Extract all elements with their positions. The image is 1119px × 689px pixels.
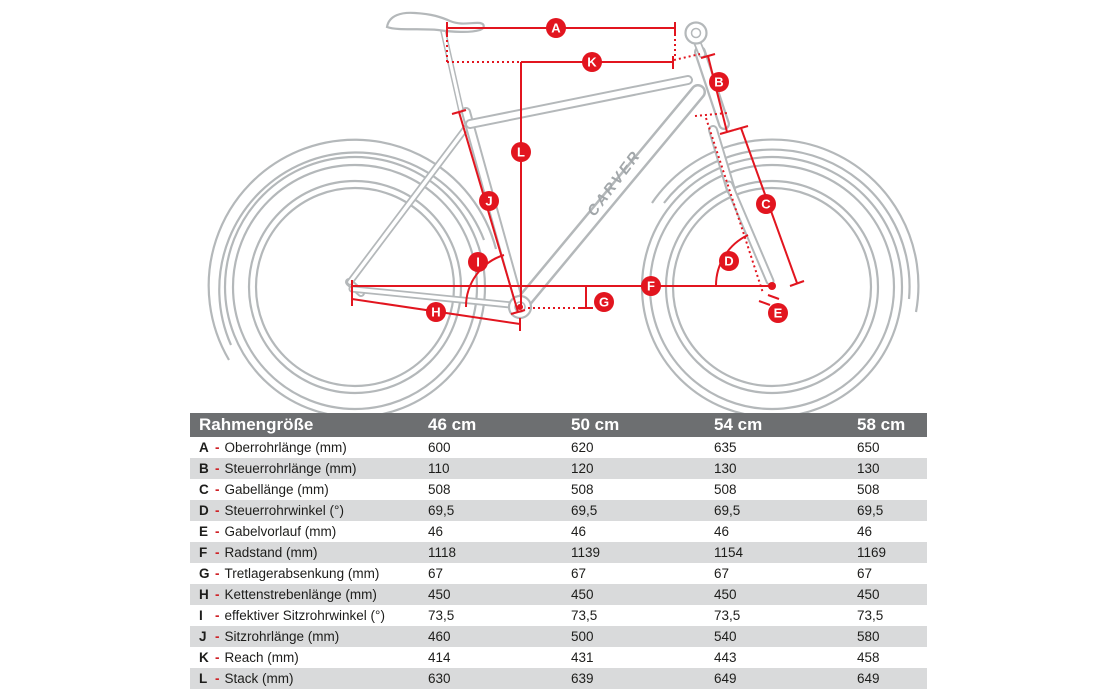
marker-d: D bbox=[719, 251, 739, 271]
angle-arc-i bbox=[464, 254, 505, 308]
marker-l: L bbox=[511, 142, 531, 162]
marker-k: K bbox=[582, 52, 602, 72]
frame bbox=[345, 27, 775, 314]
svg-text:D: D bbox=[724, 254, 733, 269]
table-header-size-54: 54 cm bbox=[714, 415, 763, 434]
measure-line-b bbox=[707, 55, 728, 133]
svg-text:F: F bbox=[647, 279, 655, 294]
svg-text:A: A bbox=[551, 21, 561, 36]
svg-text:H: H bbox=[431, 305, 440, 320]
table-row-f: F - Radstand (mm) 1118 1139 1154 1169 bbox=[190, 542, 927, 563]
steering-axis-dotted bbox=[705, 117, 764, 294]
front-hub-dot bbox=[768, 282, 776, 290]
svg-text:J: J bbox=[485, 194, 492, 209]
svg-text:L: L bbox=[517, 145, 525, 160]
svg-text:I: I bbox=[476, 255, 480, 270]
marker-f: F bbox=[641, 276, 661, 296]
rear-fender bbox=[207, 138, 498, 361]
measurement-dotted-lines bbox=[446, 34, 764, 309]
svg-text:E: E bbox=[774, 306, 783, 321]
measurement-lines bbox=[351, 22, 805, 331]
table-header-size-50: 50 cm bbox=[571, 415, 620, 434]
table-row-j: J - Sitzrohrlänge (mm) 460 500 540 580 bbox=[190, 626, 927, 647]
table-header-size-58: 58 cm bbox=[857, 415, 906, 434]
table-row-k: K - Reach (mm) 414 431 443 458 bbox=[190, 647, 927, 668]
table-header-label: Rahmengröße bbox=[199, 415, 314, 434]
table-row-c: C - Gabellänge (mm) 508 508 508 508 bbox=[190, 479, 927, 500]
brand-logo: CARVER bbox=[584, 147, 645, 220]
measure-line-e bbox=[767, 294, 780, 300]
marker-b: B bbox=[709, 72, 729, 92]
marker-i: I bbox=[468, 252, 488, 272]
marker-a: A bbox=[546, 18, 566, 38]
marker-h: H bbox=[426, 302, 446, 322]
table-body: A - Oberrohrlänge (mm) 600 620 635 650 B - Steu… bbox=[190, 437, 927, 689]
front-fender bbox=[651, 138, 920, 313]
bike-geometry-diagram: CARVER bbox=[207, 11, 920, 413]
table-row-d: D - Steuerrohrwinkel (°) 69,5 69,5 69,5 69,5 bbox=[190, 500, 927, 521]
svg-text:G: G bbox=[599, 295, 609, 310]
marker-e: E bbox=[768, 303, 788, 323]
svg-text:B: B bbox=[714, 75, 723, 90]
table-header-row: Rahmengröße 46 cm 50 cm 54 cm 58 cm bbox=[190, 413, 927, 437]
marker-j: J bbox=[479, 191, 499, 211]
marker-g: G bbox=[594, 292, 614, 312]
table-row-e: E - Gabelvorlauf (mm) 46 46 46 46 bbox=[190, 521, 927, 542]
table-header-size-46: 46 cm bbox=[428, 415, 477, 434]
marker-c: C bbox=[756, 194, 776, 214]
svg-text:K: K bbox=[587, 55, 597, 70]
table-row-l: L - Stack (mm) 630 639 649 649 bbox=[190, 668, 927, 689]
frame-size-table: Rahmengröße 46 cm 50 cm 54 cm 58 cm A - Ob… bbox=[190, 413, 927, 689]
bb-center-dot bbox=[517, 304, 523, 310]
svg-text:C: C bbox=[761, 197, 771, 212]
table-row-i: I - effektiver Sitzrohrwinkel (°) 73,5 73,5… bbox=[190, 605, 927, 626]
table-row-a: A - Oberrohrlänge (mm) 600 620 635 650 bbox=[190, 437, 927, 458]
table-row-h: H - Kettenstrebenlänge (mm) 450 450 450 450 bbox=[190, 584, 927, 605]
table-row-b: B - Steuerrohrlänge (mm) 110 120 130 130 bbox=[190, 458, 927, 479]
saddle bbox=[385, 11, 485, 33]
letter-markers: A K B L J C I bbox=[426, 18, 788, 323]
measure-line-j bbox=[458, 111, 519, 313]
handlebar-grip bbox=[684, 21, 708, 45]
table-row-g: G - Tretlagerabsenkung (mm) 67 67 67 67 bbox=[190, 563, 927, 584]
